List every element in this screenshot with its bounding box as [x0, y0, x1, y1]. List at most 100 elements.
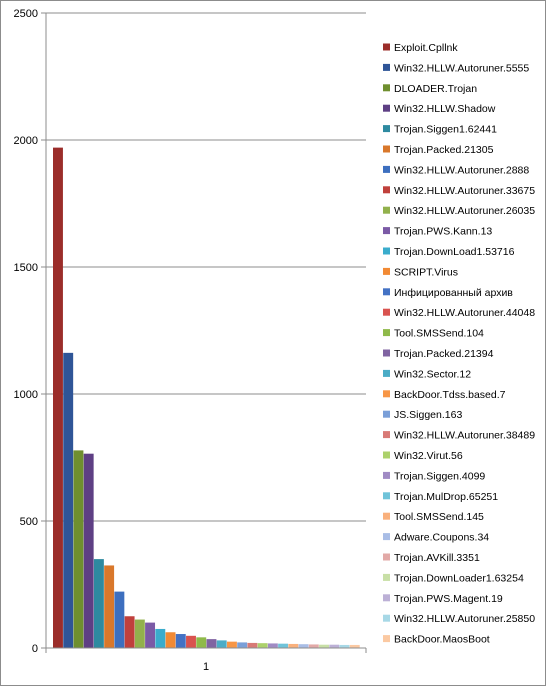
legend-item: Tool.SMSSend.145: [383, 511, 484, 523]
y-tick-label: 2000: [14, 135, 38, 147]
bar-18: [226, 641, 237, 648]
legend-item: Win32.Virut.56: [383, 450, 463, 462]
bar-21: [257, 643, 268, 648]
legend-label: Trojan.PWS.Magent.19: [394, 593, 503, 605]
legend-label: Exploit.Cpllnk: [394, 42, 458, 54]
y-tick-label: 2500: [14, 8, 38, 20]
bar-12: [165, 632, 176, 648]
legend-label: Win32.HLLW.Autoruner.33675: [394, 185, 535, 197]
legend-swatch: [383, 43, 390, 51]
legend-swatch: [383, 63, 390, 71]
legend-item: Win32.HLLW.Autoruner.26035: [383, 205, 535, 217]
legend-item: Adware.Coupons.34: [383, 532, 489, 544]
legend-label: Trojan.Siggen.4099: [394, 470, 485, 482]
bar-5: [93, 559, 104, 648]
legend-item: Win32.HLLW.Autoruner.33675: [383, 185, 535, 197]
legend-swatch: [383, 614, 390, 622]
bar-7: [114, 591, 125, 648]
legend-swatch: [383, 206, 390, 214]
bar-2: [63, 352, 74, 648]
legend-label: Win32.Virut.56: [394, 450, 463, 462]
legend-item: Trojan.Packed.21305: [383, 144, 494, 156]
legend-item: Win32.Sector.12: [383, 368, 471, 380]
legend-label: Trojan.AVKill.3351: [394, 552, 480, 564]
legend-swatch: [383, 104, 390, 112]
bar-26: [308, 644, 319, 648]
bar-9: [134, 619, 145, 648]
legend-item: JS.Siggen.163: [383, 409, 462, 421]
bar-29: [339, 644, 350, 648]
legend-label: Trojan.DownLoad1.53716: [394, 246, 515, 258]
bar-17: [216, 640, 227, 648]
bar-28: [329, 644, 340, 648]
legend-item: BackDoor.MaosBoot: [383, 634, 490, 646]
bar-11: [155, 628, 166, 648]
bar-23: [278, 643, 289, 648]
bar-3: [73, 450, 84, 648]
legend-swatch: [383, 329, 390, 337]
legend-label: Adware.Coupons.34: [394, 532, 489, 544]
legend-swatch: [383, 471, 390, 479]
legend-item: Trojan.DownLoad1.53716: [383, 246, 515, 258]
legend-item: Trojan.Packed.21394: [383, 348, 494, 360]
bar-4: [83, 453, 94, 648]
legend-label: BackDoor.MaosBoot: [394, 634, 490, 646]
legend-item: Trojan.Siggen.4099: [383, 470, 485, 482]
bar-24: [288, 643, 299, 648]
legend-swatch: [383, 369, 390, 377]
legend-swatch: [383, 247, 390, 255]
x-tick-label: 1: [203, 661, 209, 673]
legend-item: Trojan.PWS.Kann.13: [383, 226, 492, 238]
bar-25: [298, 644, 309, 648]
legend-item: Win32.HLLW.Autoruner.5555: [383, 62, 529, 74]
gridlines: [46, 12, 366, 522]
legend-swatch: [383, 186, 390, 194]
bar-27: [319, 644, 329, 648]
legend: Exploit.Cpllnk Win32.HLLW.Autoruner.5555 D…: [383, 42, 535, 646]
legend-swatch: [383, 349, 390, 357]
axes: 0 500 1000 1500 2000 2500 1: [14, 8, 367, 673]
y-tick-label: 0: [32, 643, 38, 655]
legend-swatch: [383, 512, 390, 520]
legend-swatch: [383, 573, 390, 581]
legend-item: Win32.HLLW.Autoruner.44048: [383, 307, 535, 319]
legend-swatch: [383, 267, 390, 275]
legend-swatch: [383, 594, 390, 602]
legend-item: Trojan.AVKill.3351: [383, 552, 480, 564]
legend-swatch: [383, 492, 390, 500]
legend-item: Trojan.MulDrop.65251: [383, 491, 498, 503]
bar-15: [196, 637, 207, 648]
bar-16: [206, 639, 217, 648]
legend-swatch: [383, 308, 390, 316]
bar-19: [237, 642, 248, 648]
legend-label: DLOADER.Trojan: [394, 83, 477, 95]
legend-label: Win32.HLLW.Autoruner.26035: [394, 205, 535, 217]
legend-label: BackDoor.Tdss.based.7: [394, 389, 506, 401]
legend-item: Exploit.Cpllnk: [383, 42, 458, 54]
legend-item: Tool.SMSSend.104: [383, 328, 484, 340]
bar-13: [175, 634, 186, 648]
legend-swatch: [383, 451, 390, 459]
legend-label: Trojan.PWS.Kann.13: [394, 226, 492, 238]
legend-swatch: [383, 635, 390, 643]
legend-swatch: [383, 553, 390, 561]
legend-swatch: [383, 227, 390, 235]
y-tick-label: 500: [20, 516, 38, 528]
bar-8: [124, 616, 135, 648]
legend-item: Trojan.Siggen1.62441: [383, 124, 497, 136]
y-tick-label: 1000: [14, 389, 38, 401]
legend-swatch: [383, 145, 390, 153]
legend-label: Trojan.DownLoader1.63254: [394, 572, 524, 584]
y-tick-label: 1500: [14, 262, 38, 274]
legend-label: Trojan.MulDrop.65251: [394, 491, 498, 503]
legend-item: Win32.HLLW.Autoruner.2888: [383, 164, 529, 176]
legend-label: Trojan.Packed.21394: [394, 348, 494, 360]
legend-label: Trojan.Siggen1.62441: [394, 124, 497, 136]
legend-label: Win32.HLLW.Autoruner.38489: [394, 430, 535, 442]
legend-item: SCRIPT.Virus: [383, 266, 458, 278]
legend-swatch: [383, 431, 390, 439]
legend-label: Инфицированный архив: [394, 287, 513, 299]
legend-item: Trojan.PWS.Magent.19: [383, 593, 503, 605]
legend-label: Win32.HLLW.Autoruner.2888: [394, 164, 529, 176]
